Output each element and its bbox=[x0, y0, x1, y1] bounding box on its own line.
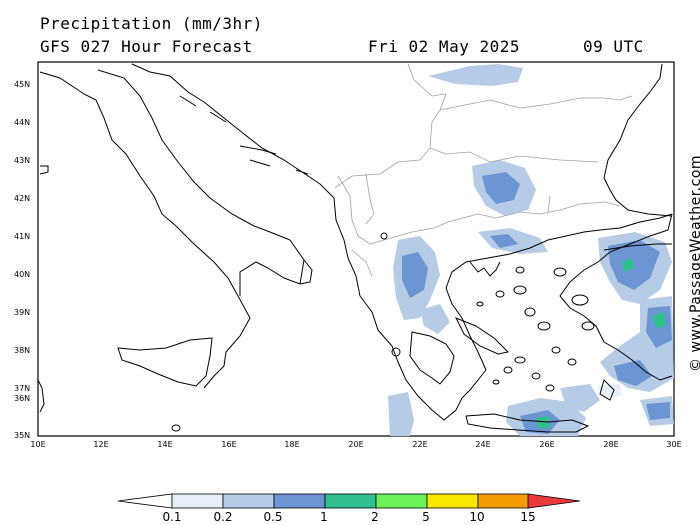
colorbar-swatch bbox=[324, 493, 377, 509]
lon-label: 30E bbox=[666, 440, 682, 449]
lon-label: 18E bbox=[284, 440, 300, 449]
colorbar-right-tip bbox=[527, 493, 581, 509]
precip-area-north bbox=[428, 64, 523, 86]
lon-label: 10E bbox=[30, 440, 46, 449]
colorbar-label: 10 bbox=[469, 510, 485, 524]
precip-areas bbox=[388, 64, 674, 436]
lat-label: 36N bbox=[14, 394, 31, 403]
lat-label: 35N bbox=[14, 431, 31, 440]
colorbar-label: 2 bbox=[371, 510, 379, 524]
lat-label: 39N bbox=[14, 308, 31, 317]
lat-label: 43N bbox=[14, 156, 31, 165]
lat-label: 38N bbox=[14, 346, 31, 355]
colorbar-swatch bbox=[426, 493, 479, 509]
colorbar-swatch bbox=[273, 493, 326, 509]
lon-label: 20E bbox=[348, 440, 364, 449]
colorbar-left-tip bbox=[117, 493, 173, 509]
credit-text: © www.PassageWeather.com bbox=[688, 154, 700, 372]
colorbar bbox=[117, 493, 581, 509]
coastlines bbox=[37, 63, 673, 433]
precip-area-south bbox=[388, 392, 414, 436]
colorbar-label: 1 bbox=[320, 510, 328, 524]
lat-label: 41N bbox=[14, 232, 31, 241]
colorbar-label: 0.5 bbox=[263, 510, 283, 524]
lon-label: 24E bbox=[475, 440, 491, 449]
lat-label: 37N bbox=[14, 384, 31, 393]
colorbar-swatch bbox=[375, 493, 428, 509]
colorbar-swatch bbox=[171, 493, 224, 509]
forecast-time: 09 UTC bbox=[583, 37, 644, 56]
colorbar-label: 0.1 bbox=[162, 510, 182, 524]
lon-label: 12E bbox=[93, 440, 109, 449]
lon-label: 26E bbox=[539, 440, 555, 449]
lat-label: 40N bbox=[14, 270, 31, 279]
lat-label: 42N bbox=[14, 194, 31, 203]
colorbar-label: 0.2 bbox=[213, 510, 233, 524]
lat-label: 44N bbox=[14, 118, 31, 127]
colorbar-swatch bbox=[222, 493, 275, 509]
lon-label: 22E bbox=[412, 440, 428, 449]
lon-label: 28E bbox=[603, 440, 619, 449]
map-title: Precipitation (mm/3hr) bbox=[40, 14, 263, 33]
map-frame bbox=[37, 61, 675, 437]
forecast-label: GFS 027 Hour Forecast bbox=[40, 37, 253, 56]
colorbar-label: 5 bbox=[422, 510, 430, 524]
colorbar-swatch bbox=[477, 493, 530, 509]
forecast-date: Fri 02 May 2025 bbox=[368, 37, 520, 56]
lon-label: 16E bbox=[221, 440, 237, 449]
country-borders bbox=[334, 63, 633, 277]
colorbar-label: 15 bbox=[520, 510, 536, 524]
lat-label: 45N bbox=[14, 80, 31, 89]
lon-label: 14E bbox=[157, 440, 173, 449]
